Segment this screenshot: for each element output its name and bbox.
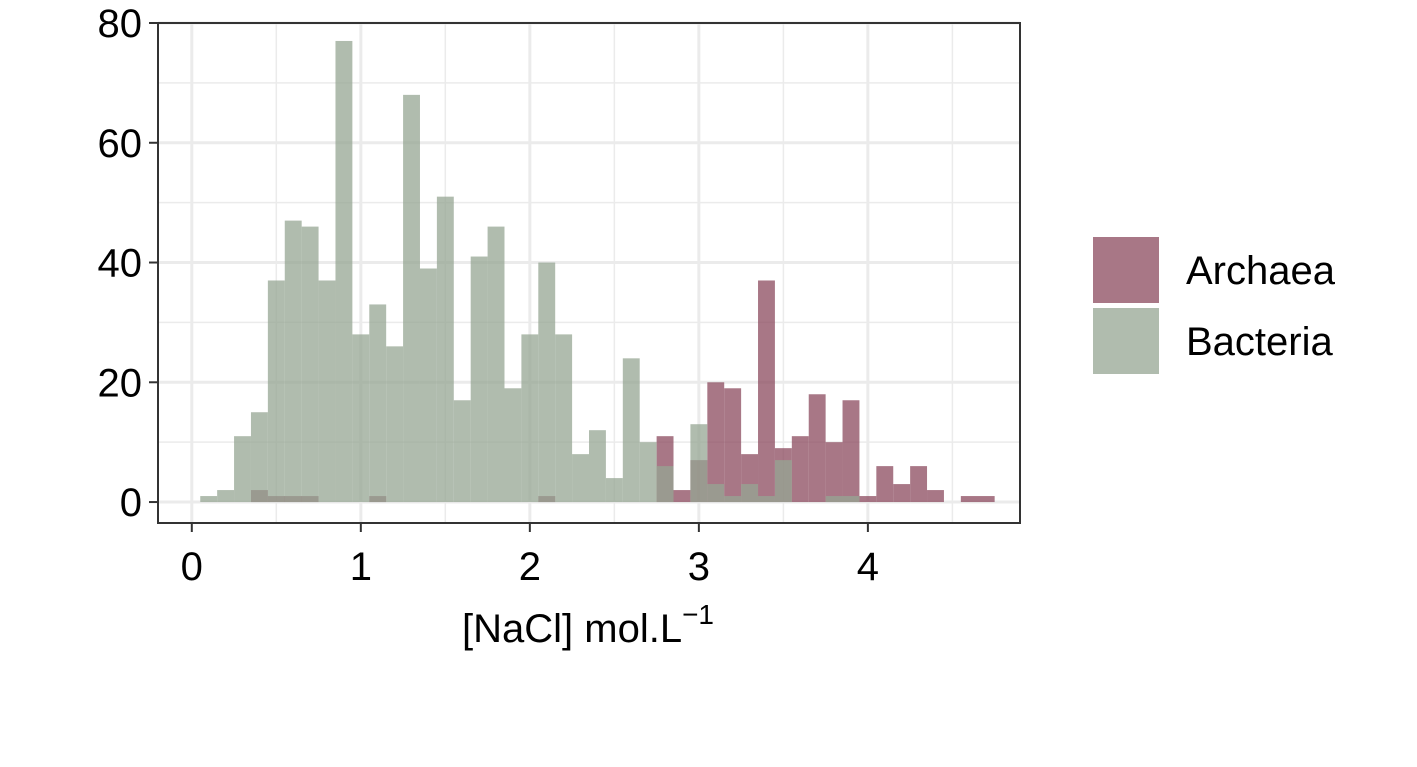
archaea-bar	[724, 388, 742, 503]
bacteria-bar	[555, 334, 573, 503]
legend-key-archaea	[1093, 237, 1159, 303]
x-tick-label: 4	[857, 545, 879, 589]
bacteria-bar	[352, 334, 370, 503]
bacteria-bar	[453, 400, 471, 503]
archaea-bar	[927, 490, 944, 503]
archaea-bar	[707, 382, 725, 503]
x-tick-label: 3	[688, 545, 710, 589]
bacteria-bar	[419, 268, 437, 503]
archaea-bar	[842, 400, 860, 503]
bacteria-bar	[200, 496, 218, 503]
bacteria-bar	[386, 346, 404, 503]
bacteria-bar	[690, 424, 708, 503]
bacteria-bar	[335, 40, 353, 503]
legend: Archaea Bacteria	[1093, 237, 1336, 374]
bacteria-bar	[572, 454, 589, 503]
bacteria-bar	[605, 478, 623, 503]
legend-label-archaea: Archaea	[1186, 249, 1336, 293]
bacteria-bar	[774, 460, 792, 503]
bacteria-bar	[267, 280, 285, 503]
bacteria-bar	[234, 436, 251, 503]
y-tick-label: 80	[98, 2, 143, 46]
archaea-bar	[791, 436, 809, 503]
bacteria-bar	[622, 358, 640, 503]
bacteria-bar	[538, 262, 556, 503]
archaea-bar	[876, 466, 894, 503]
x-tick-label: 2	[519, 545, 541, 589]
legend-label-bacteria: Bacteria	[1186, 320, 1333, 364]
archaea-bar	[960, 496, 995, 503]
bacteria-bar	[656, 466, 674, 503]
x-axis: 0 1 2 3 4	[181, 523, 879, 589]
legend-key-bacteria	[1093, 308, 1159, 374]
bacteria-bar	[284, 220, 302, 503]
bacteria-bar	[369, 304, 387, 503]
y-tick-label: 0	[120, 481, 142, 525]
archaea-bar	[673, 490, 691, 503]
bacteria-bar	[403, 94, 420, 503]
y-axis: 0 20 40 60 80	[98, 2, 158, 525]
bacteria-bar	[470, 256, 488, 503]
archaea-bar	[808, 394, 826, 503]
y-tick-label: 40	[98, 242, 143, 286]
bacteria-bar	[504, 388, 522, 503]
y-tick-label: 60	[98, 122, 143, 166]
bacteria-bar	[521, 334, 539, 503]
bacteria-bar	[487, 226, 505, 503]
bacteria-bar	[250, 412, 268, 503]
x-axis-title-exponent: −1	[682, 599, 714, 630]
bacteria-bar	[301, 226, 319, 503]
bacteria-bar	[318, 280, 336, 503]
archaea-bar	[893, 484, 911, 503]
x-tick-label: 1	[350, 545, 372, 589]
bacteria-bar	[724, 496, 742, 503]
archaea-bar	[859, 496, 877, 503]
bacteria-bar	[436, 196, 454, 503]
y-tick-label: 20	[98, 361, 143, 405]
bacteria-bar	[589, 430, 606, 503]
x-tick-label: 0	[181, 545, 203, 589]
bacteria-bar	[639, 442, 657, 503]
archaea-bar	[758, 280, 775, 503]
archaea-bar	[910, 466, 928, 503]
bacteria-bar	[707, 484, 725, 503]
histogram-bars	[200, 40, 995, 503]
bacteria-bar	[741, 484, 759, 503]
panel-border	[157, 22, 1021, 524]
bacteria-bar	[758, 496, 775, 503]
bacteria-bar	[217, 490, 235, 503]
bacteria-bar	[825, 496, 860, 503]
archaea-bar	[825, 442, 843, 503]
x-axis-title: [NaCl] mol.L−1	[462, 599, 714, 651]
